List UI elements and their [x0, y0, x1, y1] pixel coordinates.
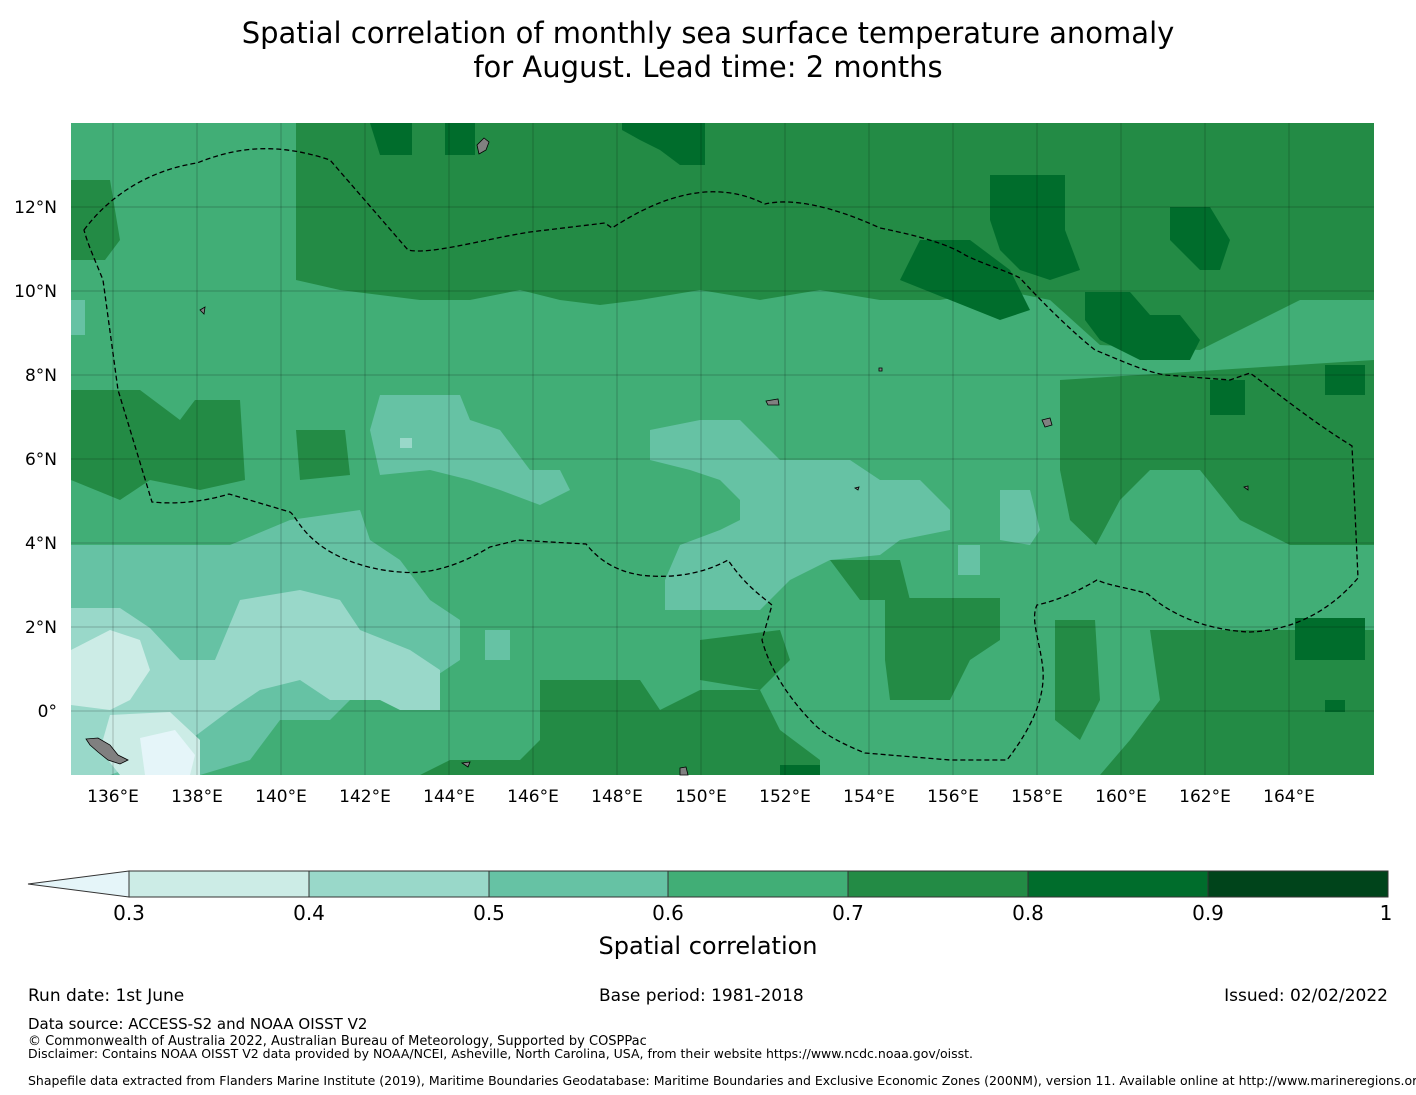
island-kosrae	[1243, 485, 1249, 491]
lat-tick-8n: 8°N	[25, 366, 57, 386]
colorbar-tick-0.4: 0.4	[293, 901, 325, 925]
lon-tick-162e: 162°E	[1179, 787, 1231, 807]
colorbar-segment-0.7-0.8	[848, 871, 1028, 897]
lon-tick-156e: 156°E	[927, 787, 979, 807]
colorbar: 0.3 0.4 0.5 0.6 0.7 0.8 0.9 1 Spatial co…	[27, 870, 1393, 960]
disclaimer: Disclaimer: Contains NOAA OISST V2 data …	[28, 1046, 973, 1061]
lon-tick-164e: 164°E	[1263, 787, 1315, 807]
colorbar-title: Spatial correlation	[598, 932, 817, 960]
colorbar-segment-0.6-0.7	[668, 871, 848, 897]
lon-tick-154e: 154°E	[843, 787, 895, 807]
correlation-zone-under-0.3	[140, 730, 195, 775]
longitude-axis: 136°E 138°E 140°E 142°E 144°E 146°E 148°…	[87, 787, 1315, 807]
base-period: Base period: 1981-2018	[599, 986, 804, 1006]
lon-tick-148e: 148°E	[591, 787, 643, 807]
lat-tick-0: 0°	[38, 702, 57, 722]
colorbar-segment-0.8-0.9	[1028, 871, 1208, 897]
land-masses	[85, 137, 1249, 776]
data-source: Data source: ACCESS-S2 and NOAA OISST V2	[28, 1015, 368, 1033]
colorbar-tick-1: 1	[1380, 901, 1393, 925]
map-title-line1: Spatial correlation of monthly sea surfa…	[241, 16, 1175, 50]
correlation-zone-0.8-0.9	[370, 123, 1365, 775]
colorbar-dividers	[308, 871, 1209, 897]
colorbar-segment-0.3-0.4	[129, 871, 309, 897]
island-new-ireland	[679, 766, 689, 776]
lon-tick-144e: 144°E	[423, 787, 475, 807]
lon-tick-138e: 138°E	[171, 787, 223, 807]
island-guam	[476, 137, 490, 155]
island-palau	[199, 306, 206, 315]
colorbar-segment-0.4-0.5	[309, 871, 489, 897]
lat-tick-6n: 6°N	[25, 450, 57, 470]
lon-tick-150e: 150°E	[675, 787, 727, 807]
correlation-map	[71, 123, 1374, 776]
eez-boundary	[83, 148, 1359, 761]
island-chuuk	[765, 398, 780, 406]
lon-tick-146e: 146°E	[507, 787, 559, 807]
lon-tick-142e: 142°E	[339, 787, 391, 807]
lon-tick-152e: 152°E	[759, 787, 811, 807]
correlation-zone-0.7-0.8	[71, 123, 1374, 775]
island-atoll-2	[460, 761, 471, 768]
colorbar-segment-0.5-0.6	[489, 871, 668, 897]
colorbar-frame	[128, 870, 1389, 898]
island-pohnpei	[1041, 417, 1053, 428]
run-date: Run date: 1st June	[28, 986, 185, 1006]
colorbar-segment-0.9-1	[1208, 871, 1388, 897]
issued-date: Issued: 02/02/2022	[1224, 986, 1388, 1006]
shapefile-credit: Shapefile data extracted from Flanders M…	[28, 1073, 1416, 1088]
island-solomon-west	[85, 737, 129, 765]
map-gridlines	[71, 123, 1374, 775]
colorbar-tick-0.9: 0.9	[1192, 901, 1224, 925]
latitude-axis: 12°N 10°N 8°N 6°N 4°N 2°N 0°	[14, 198, 57, 722]
colorbar-tick-0.3: 0.3	[113, 901, 145, 925]
lon-tick-160e: 160°E	[1095, 787, 1147, 807]
colorbar-tick-0.5: 0.5	[473, 901, 505, 925]
island-atoll-1	[854, 486, 860, 491]
map-title-line2: for August. Lead time: 2 months	[473, 50, 943, 84]
lat-tick-2n: 2°N	[25, 618, 57, 638]
colorbar-tick-0.6: 0.6	[652, 901, 684, 925]
lat-tick-4n: 4°N	[25, 534, 57, 554]
lon-tick-136e: 136°E	[87, 787, 139, 807]
lon-tick-140e: 140°E	[255, 787, 307, 807]
colorbar-tick-0.7: 0.7	[832, 901, 864, 925]
colorbar-tick-0.8: 0.8	[1012, 901, 1044, 925]
lon-tick-158e: 158°E	[1011, 787, 1063, 807]
copyright-notice: © Commonwealth of Australia 2022, Austra…	[28, 1034, 647, 1049]
lat-tick-10n: 10°N	[14, 282, 57, 302]
lat-tick-12n: 12°N	[14, 198, 57, 218]
island-atoll-3	[878, 367, 883, 372]
colorbar-under-triangle	[27, 870, 130, 898]
